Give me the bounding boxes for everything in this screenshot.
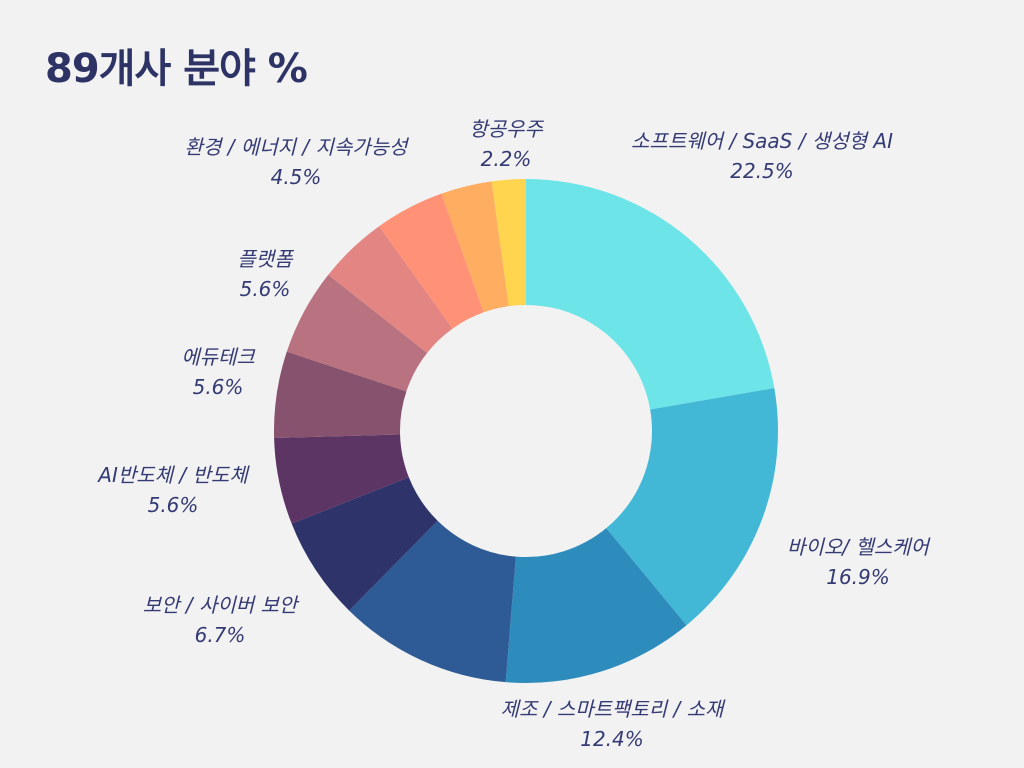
slice-label: 항공우주 [469,117,544,141]
donut-slice [441,181,509,313]
slice-value-label: 2.2% [481,147,532,171]
slice-value-label: 16.9% [826,565,890,589]
donut-slice [491,179,526,307]
slice-label: 보안 / 사이버 보안 [143,593,300,617]
donut-slice [349,520,516,683]
donut-slice [379,193,484,329]
slice-label: 에듀테크 [181,345,256,369]
slice-value-label: 12.4% [580,727,644,751]
slice-label: 바이오/ 헬스케어 [787,535,931,559]
donut-slice [274,434,409,524]
slice-value-label: 5.6% [148,493,199,517]
slice-value-label: 5.6% [240,277,291,301]
donut-slice [291,477,438,611]
chart-title: 89개사 분야 % [45,46,308,92]
slice-label: 제조 / 스마트팩토리 / 소재 [501,697,727,721]
donut-slice [274,351,407,439]
donut-slice [505,528,687,683]
slice-label: 환경 / 에너지 / 지속가능성 [185,135,411,159]
slice-label: AI반도체 / 반도체 [96,463,250,487]
donut-slice [606,388,778,626]
slice-value-label: 5.6% [193,375,244,399]
donut-slice [328,226,453,353]
slice-label: 플랫폼 [237,247,294,271]
slice-value-label: 4.5% [271,165,322,189]
slice-label: 소프트웨어 / SaaS / 생성형 AI [631,129,893,153]
donut-slice [286,274,428,392]
slice-value-label: 6.7% [195,623,246,647]
slice-value-label: 22.5% [730,159,794,183]
donut-slice [526,179,775,410]
